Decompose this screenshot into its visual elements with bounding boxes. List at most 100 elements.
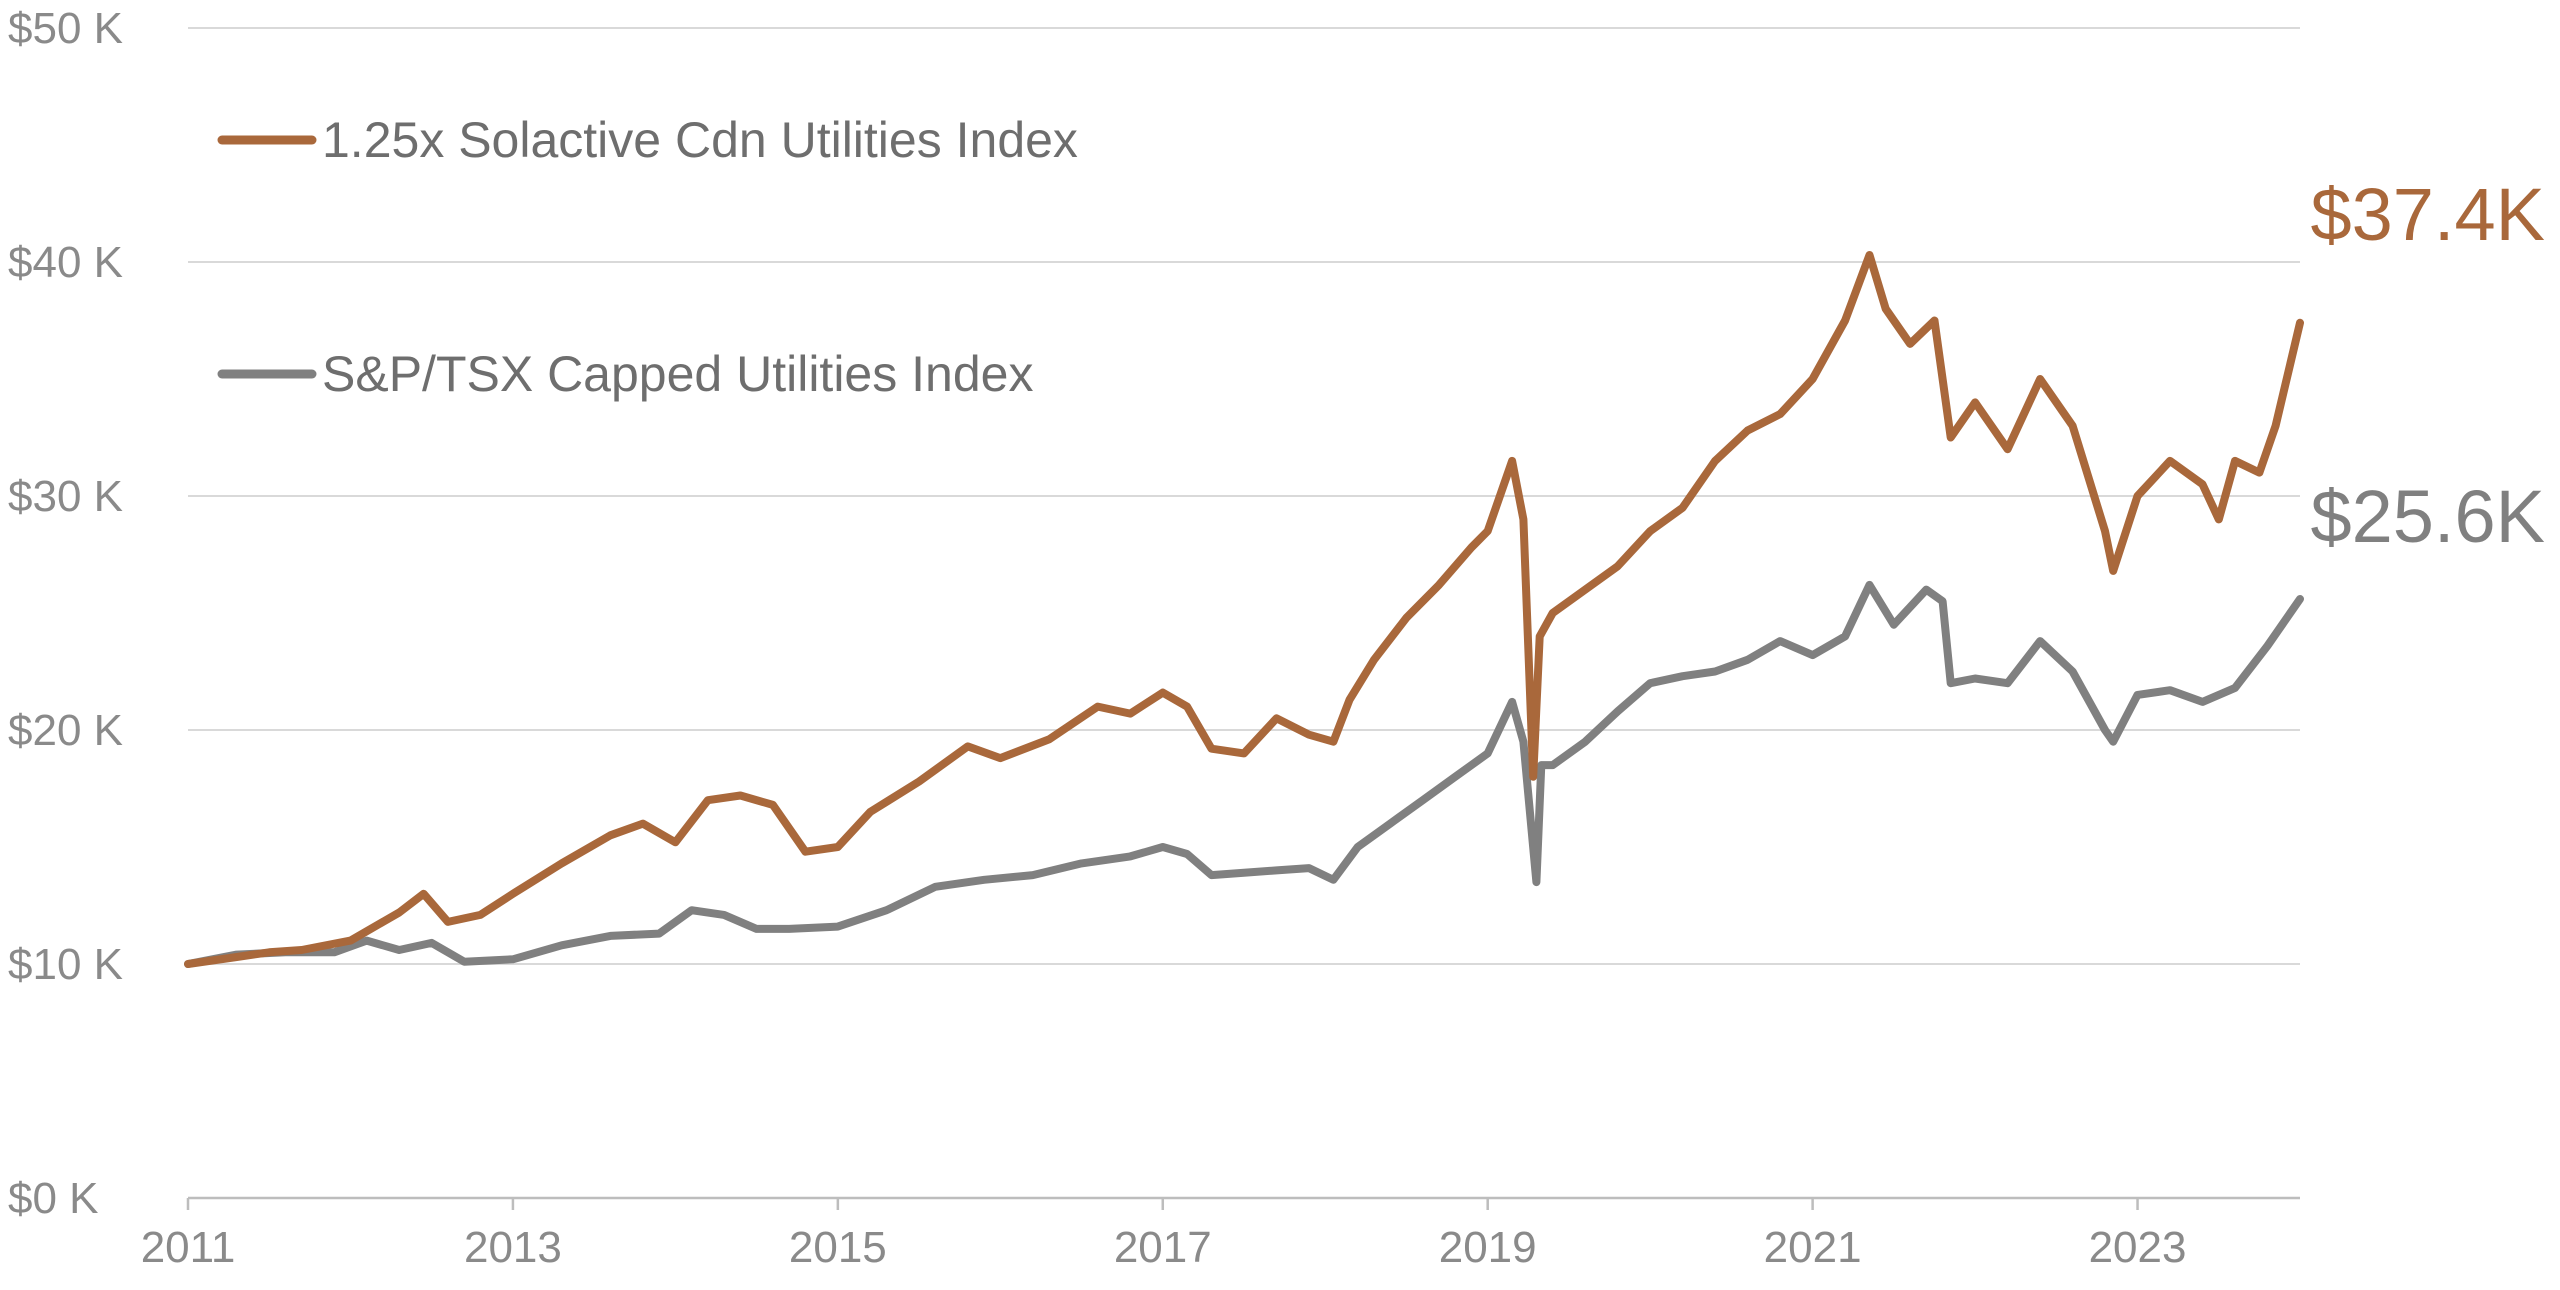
data-point	[347, 937, 355, 945]
data-point	[1435, 581, 1443, 589]
data-point	[1614, 562, 1622, 570]
data-point	[1354, 843, 1362, 851]
data-point	[1744, 427, 1752, 435]
data-point	[558, 859, 566, 867]
data-point	[1126, 852, 1134, 860]
legend: 1.25x Solactive Cdn Utilities Index S&P/T…	[217, 112, 1078, 402]
data-point	[444, 918, 452, 926]
data-point	[1273, 866, 1281, 874]
data-point	[1451, 773, 1459, 781]
data-point	[1329, 876, 1337, 884]
data-point	[2036, 637, 2044, 645]
data-point	[1419, 796, 1427, 804]
data-point	[1866, 251, 1874, 259]
x-tick-label: 2019	[1439, 1223, 1537, 1272]
y-tick-label: $10 K	[8, 940, 123, 989]
data-point	[1947, 679, 1955, 687]
data-point	[1484, 527, 1492, 535]
data-point	[1744, 656, 1752, 664]
data-point	[509, 955, 517, 963]
data-point	[1305, 731, 1313, 739]
data-point	[1711, 457, 1719, 465]
data-point	[2199, 698, 2207, 706]
data-point	[1947, 434, 1955, 442]
data-point	[704, 796, 712, 804]
data-point	[1126, 710, 1134, 718]
series-line-1	[184, 251, 2304, 968]
data-point	[1841, 632, 1849, 640]
x-tick-label: 2015	[789, 1223, 887, 1272]
data-point	[2296, 595, 2304, 603]
data-point	[1679, 672, 1687, 680]
data-point	[233, 953, 241, 961]
data-point	[2272, 422, 2280, 430]
data-point	[996, 754, 1004, 762]
data-point	[1370, 656, 1378, 664]
data-point	[395, 946, 403, 954]
end-value-label-2: $25.6K	[2310, 475, 2545, 558]
data-point	[1809, 651, 1817, 659]
data-point	[1484, 749, 1492, 757]
data-point	[1549, 609, 1557, 617]
data-point	[931, 883, 939, 891]
data-point	[2004, 679, 2012, 687]
data-point	[1159, 689, 1167, 697]
data-point	[801, 848, 809, 856]
data-point	[1536, 632, 1544, 640]
data-point	[1866, 581, 1874, 589]
data-point	[1939, 597, 1947, 605]
x-tick-label: 2023	[2089, 1223, 2187, 1272]
data-point	[2255, 469, 2263, 477]
data-point	[428, 939, 436, 947]
data-point	[915, 778, 923, 786]
data-point	[1240, 749, 1248, 757]
data-point	[2134, 691, 2142, 699]
data-point	[1240, 869, 1248, 877]
data-point	[1931, 317, 1939, 325]
y-tick-label: $40 K	[8, 238, 123, 287]
end-labels: $37.4K $25.6K	[2310, 173, 2545, 558]
data-point	[1922, 586, 1930, 594]
data-point	[834, 843, 842, 851]
data-point	[1711, 668, 1719, 676]
data-point	[1078, 859, 1086, 867]
data-point	[1386, 820, 1394, 828]
data-point	[1532, 878, 1540, 886]
data-point	[2231, 684, 2239, 692]
data-point	[1890, 621, 1898, 629]
data-point	[1776, 637, 1784, 645]
data-point	[363, 937, 371, 945]
y-tick-label: $30 K	[8, 472, 123, 521]
end-value-label-1: $37.4K	[2310, 173, 2545, 256]
y-tick-label: $20 K	[8, 706, 123, 755]
data-point	[460, 958, 468, 966]
data-point	[688, 906, 696, 914]
data-point	[395, 909, 403, 917]
data-point	[330, 948, 338, 956]
legend-label-1: 1.25x Solactive Cdn Utilities Index	[322, 112, 1078, 168]
data-point	[964, 742, 972, 750]
data-point	[1508, 457, 1516, 465]
x-tick-label: 2013	[464, 1223, 562, 1272]
data-point	[1208, 871, 1216, 879]
x-tick-label: 2021	[1764, 1223, 1862, 1272]
data-point	[2166, 686, 2174, 694]
data-point	[736, 792, 744, 800]
data-point	[1614, 707, 1622, 715]
data-point	[1679, 504, 1687, 512]
data-point	[720, 911, 728, 919]
data-point	[2109, 738, 2117, 746]
gridlines	[188, 27, 2300, 1200]
data-point	[655, 930, 663, 938]
data-point	[753, 925, 761, 933]
data-point	[2199, 480, 2207, 488]
data-point	[1519, 515, 1527, 523]
data-point	[265, 948, 273, 956]
data-point	[1882, 305, 1890, 313]
data-point	[1305, 864, 1313, 872]
data-point	[1776, 410, 1784, 418]
data-point	[1971, 398, 1979, 406]
data-point	[785, 925, 793, 933]
data-point	[671, 838, 679, 846]
data-point	[1183, 850, 1191, 858]
